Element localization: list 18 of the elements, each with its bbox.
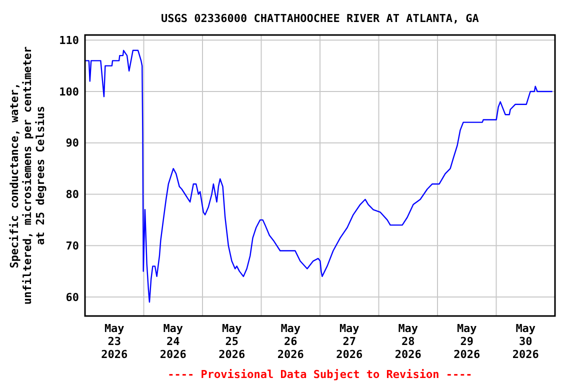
x-tick-label: May 26 2026 <box>277 322 304 361</box>
x-tick-label: May 25 2026 <box>218 322 246 361</box>
y-axis-title: Specific conductance, water, unfiltered, microsiemens per centimeter at 25 degrees Celsius <box>8 46 47 305</box>
y-tick-label: 100 <box>59 85 79 98</box>
x-tick-label: May 24 2026 <box>160 322 187 361</box>
x-tick-label: May 27 2026 <box>336 322 363 361</box>
x-tick-label: May 28 2026 <box>394 322 422 361</box>
chart-title: USGS 02336000 CHATTAHOOCHEE RIVER AT ATLANTA, GA <box>161 12 480 25</box>
y-tick-label: 90 <box>66 136 79 150</box>
y-tick-label: 80 <box>66 188 79 202</box>
x-tick-label: May 23 2026 <box>101 322 128 361</box>
y-tick-label: 60 <box>66 290 79 304</box>
text: ---- Provisional Data Subject to Revision ---- <box>168 368 472 381</box>
line-series <box>84 50 553 303</box>
x-tick-label: May 29 2026 <box>454 322 480 361</box>
y-tick-label: 70 <box>66 239 79 252</box>
x-tick-label: May 30 2026 <box>512 322 540 361</box>
y-tick-label: 110 <box>59 34 79 47</box>
